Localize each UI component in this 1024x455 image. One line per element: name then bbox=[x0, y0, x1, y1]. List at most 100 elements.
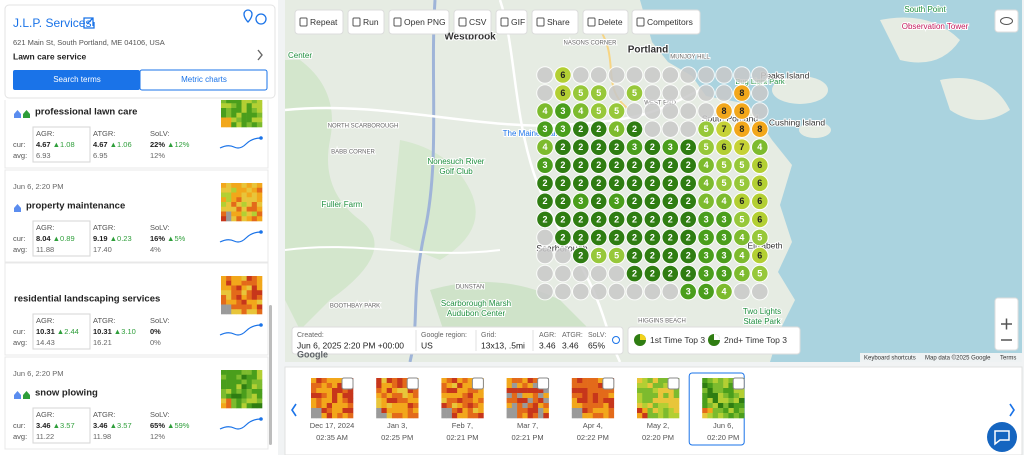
rank-pin[interactable] bbox=[733, 192, 751, 211]
rank-pin[interactable] bbox=[733, 84, 751, 102]
history-time[interactable]: 02:20 PM bbox=[642, 433, 674, 442]
rank-pin[interactable] bbox=[733, 174, 751, 193]
rank-pin[interactable] bbox=[589, 102, 608, 120]
toolbar-icon[interactable] bbox=[299, 17, 308, 27]
history-date[interactable]: Jan 3, bbox=[387, 421, 407, 430]
rank-pin[interactable] bbox=[607, 156, 626, 175]
tab[interactable] bbox=[139, 69, 268, 91]
toolbar-label[interactable]: Run bbox=[363, 17, 379, 27]
rank-pin[interactable] bbox=[661, 156, 680, 175]
rank-pin[interactable] bbox=[536, 156, 554, 175]
rank-pin[interactable] bbox=[607, 246, 626, 265]
toolbar-button[interactable] bbox=[582, 9, 629, 35]
rank-pin[interactable] bbox=[697, 120, 715, 138]
rank-pin[interactable] bbox=[679, 210, 698, 229]
rank-pin[interactable] bbox=[715, 138, 733, 156]
rank-pin[interactable] bbox=[751, 192, 769, 211]
rank-pin[interactable] bbox=[589, 156, 608, 175]
rank-pin[interactable] bbox=[733, 246, 751, 265]
rank-pin[interactable] bbox=[733, 228, 751, 247]
rank-pin[interactable] bbox=[679, 228, 698, 247]
toolbar-button[interactable] bbox=[388, 9, 450, 35]
eye-icon[interactable] bbox=[1000, 17, 1013, 25]
rank-pin[interactable] bbox=[572, 84, 590, 102]
toolbar-icon[interactable] bbox=[500, 17, 509, 27]
rank-pin[interactable] bbox=[589, 192, 608, 211]
rank-pin[interactable] bbox=[554, 120, 572, 138]
rank-pin[interactable] bbox=[554, 228, 572, 247]
toolbar-label[interactable]: Share bbox=[547, 17, 570, 27]
rank-pin[interactable] bbox=[607, 102, 626, 120]
rank-pin[interactable] bbox=[679, 138, 698, 156]
rank-pin[interactable] bbox=[697, 264, 715, 283]
history-checkbox[interactable] bbox=[341, 377, 354, 390]
rank-pin[interactable] bbox=[607, 192, 626, 211]
attribution-text[interactable]: Map data ©2025 Google bbox=[925, 355, 991, 362]
history-time[interactable]: 02:20 PM bbox=[707, 433, 739, 442]
history-date[interactable]: Apr 4, bbox=[583, 421, 603, 430]
next-arrow[interactable] bbox=[1009, 403, 1015, 417]
rank-pin[interactable] bbox=[661, 138, 680, 156]
rank-pin[interactable] bbox=[643, 246, 662, 265]
rank-pin[interactable] bbox=[679, 156, 698, 175]
toolbar-icon[interactable] bbox=[536, 17, 545, 27]
toolbar-button[interactable] bbox=[495, 9, 528, 35]
toolbar-label[interactable]: CSV bbox=[469, 17, 487, 27]
rank-pin[interactable] bbox=[572, 228, 590, 247]
rank-pin[interactable] bbox=[697, 228, 715, 247]
chat-icon[interactable] bbox=[994, 430, 1010, 446]
keyword-term[interactable]: snow plowing bbox=[35, 388, 98, 399]
rank-pin[interactable] bbox=[643, 174, 662, 193]
rank-pin[interactable] bbox=[625, 192, 644, 211]
rank-pin[interactable] bbox=[697, 156, 715, 175]
rank-pin[interactable] bbox=[607, 228, 626, 247]
rank-pin[interactable] bbox=[733, 120, 751, 138]
rank-pin[interactable] bbox=[589, 138, 608, 156]
rank-pin[interactable] bbox=[572, 192, 590, 211]
tab-label[interactable]: Metric charts bbox=[181, 75, 227, 84]
rank-pin[interactable] bbox=[554, 138, 572, 156]
rank-pin[interactable] bbox=[679, 174, 698, 193]
rank-pin[interactable] bbox=[661, 246, 680, 265]
rank-pin[interactable] bbox=[536, 120, 554, 138]
rank-pin[interactable] bbox=[751, 264, 769, 283]
attribution-text[interactable]: Terms bbox=[1000, 356, 1016, 362]
rank-pin[interactable] bbox=[643, 228, 662, 247]
history-date[interactable]: Dec 17, 2024 bbox=[310, 421, 355, 430]
rank-pin[interactable] bbox=[625, 156, 644, 175]
rank-pin[interactable] bbox=[643, 264, 662, 283]
rank-pin[interactable] bbox=[697, 174, 715, 193]
rank-pin[interactable] bbox=[697, 282, 715, 301]
rank-pin[interactable] bbox=[661, 174, 680, 193]
rank-pin[interactable] bbox=[554, 210, 572, 229]
rank-pin[interactable] bbox=[554, 174, 572, 193]
rank-pin[interactable] bbox=[715, 102, 733, 120]
rank-pin[interactable] bbox=[697, 210, 715, 229]
rank-pin[interactable] bbox=[715, 174, 733, 193]
rank-pin[interactable] bbox=[733, 138, 751, 156]
rank-pin[interactable] bbox=[643, 210, 662, 229]
toolbar-label[interactable]: Competitors bbox=[647, 17, 693, 27]
chevron[interactable] bbox=[257, 49, 263, 61]
rank-pin[interactable] bbox=[733, 264, 751, 283]
rank-pin[interactable] bbox=[643, 156, 662, 175]
rank-pin[interactable] bbox=[679, 246, 698, 265]
history-checkbox[interactable] bbox=[667, 377, 680, 390]
history-date[interactable]: Mar 7, bbox=[517, 421, 538, 430]
toolbar-icon[interactable] bbox=[587, 17, 596, 27]
rank-pin[interactable] bbox=[572, 174, 590, 193]
rank-pin[interactable] bbox=[589, 246, 608, 265]
rank-pin[interactable] bbox=[536, 210, 554, 229]
history-checkbox[interactable] bbox=[537, 377, 550, 390]
rank-pin[interactable] bbox=[715, 156, 733, 175]
history-date[interactable]: May 2, bbox=[647, 421, 670, 430]
keyword-term[interactable]: property maintenance bbox=[26, 201, 125, 212]
keyword-term[interactable]: residential landscaping services bbox=[14, 294, 160, 305]
toolbar-icon[interactable] bbox=[458, 17, 467, 27]
rank-pin[interactable] bbox=[607, 210, 626, 229]
toolbar-button[interactable] bbox=[347, 9, 385, 35]
visibility-button[interactable] bbox=[994, 9, 1019, 33]
rank-pin[interactable] bbox=[607, 120, 626, 138]
rank-pin[interactable] bbox=[625, 174, 644, 193]
rank-pin[interactable] bbox=[643, 138, 662, 156]
